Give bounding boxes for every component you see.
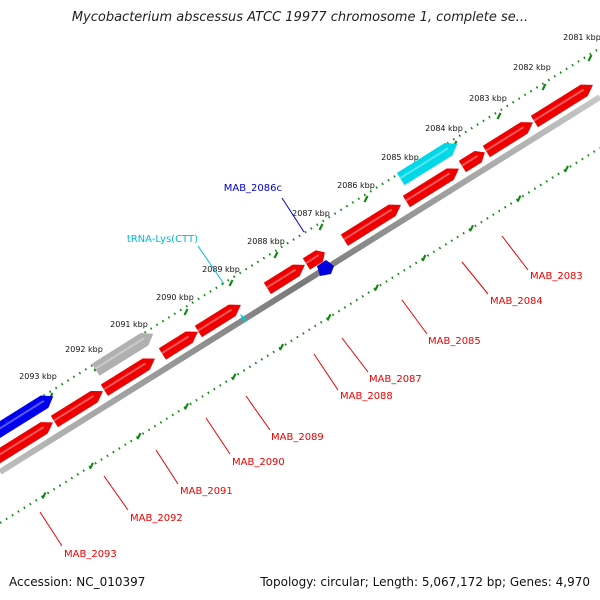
inner-ruler-tick — [184, 402, 189, 410]
summary-text: Topology: circular; Length: 5,067,172 bp… — [260, 575, 590, 589]
pseudogene-arrow[interactable] — [91, 333, 154, 376]
inner-ruler-tick — [516, 195, 522, 203]
feature-label[interactable]: MAB_2085 — [428, 336, 481, 347]
inner-ruler-tick — [326, 313, 332, 321]
leader-line — [401, 299, 428, 335]
arrow-highlight — [461, 155, 479, 167]
ruler-kbp-label: 2083 kbp — [469, 94, 507, 103]
arrow-highlight — [533, 88, 585, 122]
inner-ruler-tick — [374, 284, 379, 292]
arrow-highlight — [343, 208, 393, 241]
leader-line — [245, 395, 271, 431]
map-title: Mycobacterium abscessus ATCC 19977 chrom… — [71, 10, 529, 25]
inner-ruler-tick — [469, 224, 474, 232]
arrow-highlight — [94, 337, 145, 370]
leader-line — [155, 449, 179, 485]
ruler-major-tick — [496, 112, 502, 120]
cds-arrow[interactable] — [158, 331, 198, 360]
ruler-kbp-label: 2091 kbp — [110, 320, 148, 329]
cds-arrow[interactable] — [482, 122, 533, 158]
trna-lys-glyph[interactable] — [240, 314, 246, 323]
ruler-major-tick — [183, 308, 189, 316]
inner-ruler-tick — [89, 462, 94, 470]
cds-arrow[interactable] — [0, 422, 53, 465]
arrow-highlight — [266, 268, 297, 289]
arrow-highlight — [399, 147, 449, 179]
feature-label[interactable]: MAB_2083 — [530, 271, 583, 282]
ruler-kbp-label: 2087 kbp — [292, 209, 330, 218]
arrow-highlight — [0, 400, 45, 430]
inner-ruler-tick — [41, 492, 47, 499]
leader-line — [313, 353, 339, 391]
arrow-highlight — [103, 362, 147, 391]
ruler-major-tick — [541, 83, 547, 91]
sequence-backbone — [0, 94, 600, 475]
feature-label[interactable]: MAB_2090 — [232, 457, 285, 468]
feature-label[interactable]: tRNA-Lys(CTT) — [127, 234, 198, 245]
ruler-kbp-label: 2086 kbp — [337, 181, 375, 190]
inner-ruler — [0, 147, 600, 524]
cds-arrow[interactable] — [263, 264, 305, 295]
leader-line — [281, 197, 305, 233]
arrow-highlight — [485, 126, 525, 152]
cds-arrow[interactable] — [194, 304, 241, 338]
outer-ruler: 2081 kbp 2082 kbp 2083 kbp 2084 kbp 2085 kbp… — [7, 33, 600, 419]
feature-label[interactable]: MAB_2087 — [369, 374, 422, 385]
ruler-major-tick — [587, 54, 593, 62]
leader-line — [39, 511, 63, 547]
leader-line — [197, 245, 225, 285]
feature-label[interactable]: MAB_2091 — [180, 486, 233, 497]
mab-2086c-glyph[interactable] — [317, 260, 334, 276]
ruler-kbp-label: 2088 kbp — [247, 237, 285, 246]
ruler-kbp-label: 2090 kbp — [156, 293, 194, 302]
leader-line — [341, 337, 369, 373]
leader-line — [501, 235, 529, 271]
inner-ruler-tick — [136, 432, 142, 440]
ruler-major-tick — [363, 195, 369, 203]
feature-label[interactable]: MAB_2093 — [64, 549, 117, 560]
ruler-kbp-label: 2082 kbp — [513, 63, 551, 72]
cds-arrow[interactable] — [340, 204, 401, 246]
ruler-kbp-label: 2081 kbp — [563, 33, 600, 42]
trna-arrow[interactable] — [396, 143, 458, 186]
cds-arrow[interactable] — [530, 84, 593, 128]
feature-label[interactable]: MAB_2089 — [271, 432, 324, 443]
inner-ruler-tick — [279, 343, 284, 351]
feature-label[interactable]: MAB_2086c — [224, 183, 282, 194]
inner-ruler-tick — [421, 254, 427, 262]
arrow-highlight — [0, 426, 45, 456]
cds-arrow[interactable] — [100, 358, 155, 396]
ruler-major-tick — [228, 279, 234, 287]
arrow-highlight — [197, 308, 233, 332]
leader-line — [103, 475, 129, 511]
inner-ruler-tick — [564, 165, 569, 173]
ruler-major-tick — [273, 251, 279, 259]
arrow-highlight — [405, 172, 451, 202]
accession-text: Accession: NC_010397 — [9, 575, 146, 589]
ruler-kbp-label: 2089 kbp — [202, 265, 240, 274]
cds-arrow[interactable] — [302, 250, 325, 270]
ruler-kbp-label: 2084 kbp — [425, 124, 463, 133]
feature-label[interactable]: MAB_2088 — [340, 391, 393, 402]
ruler-kbp-label: 2092 kbp — [65, 345, 103, 354]
inner-ruler-tick — [231, 373, 237, 381]
leader-line — [461, 261, 489, 295]
arrow-highlight — [305, 254, 320, 264]
cds-arrow[interactable] — [402, 168, 459, 208]
arrow-highlight — [161, 335, 190, 354]
cds-arrow[interactable] — [458, 150, 485, 173]
misc-feature-arrow[interactable] — [0, 395, 54, 448]
ruler-kbp-label: 2093 kbp — [19, 372, 57, 381]
feature-label[interactable]: MAB_2092 — [130, 513, 183, 524]
feature-label[interactable]: MAB_2084 — [490, 296, 543, 307]
cds-arrow[interactable] — [50, 390, 103, 428]
ruler-major-tick — [318, 223, 324, 231]
ruler-kbp-label: 2085 kbp — [381, 153, 419, 162]
leader-line — [205, 417, 231, 455]
arrow-highlight — [53, 395, 95, 422]
